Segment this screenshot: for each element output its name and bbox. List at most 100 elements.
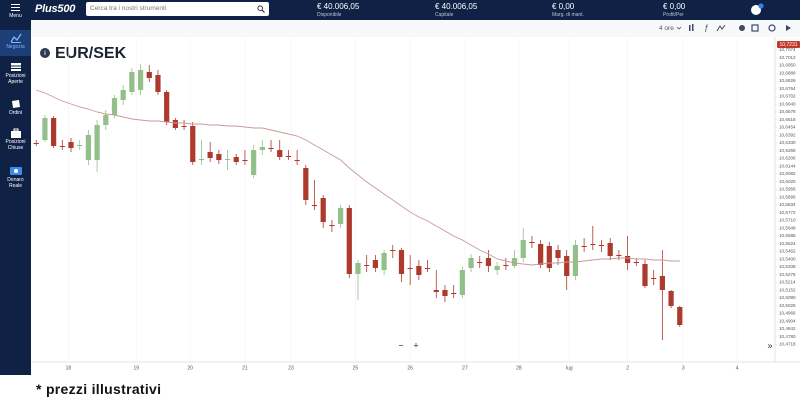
y-tick-label: 10,6888 <box>779 70 796 75</box>
x-tick-label: 2 <box>626 365 629 371</box>
nav-icon <box>9 33 22 43</box>
nav-label: Denaro Reale <box>7 177 24 189</box>
info-icon-glyph: i <box>44 51 46 57</box>
candle-body <box>268 148 274 149</box>
x-tick-label: 23 <box>288 365 294 371</box>
candle-body <box>111 98 118 115</box>
candle-body <box>538 244 544 265</box>
candle-body <box>33 143 39 144</box>
candle-body <box>285 156 292 157</box>
notification-icon[interactable] <box>750 3 764 17</box>
nav-icon <box>11 100 20 108</box>
stat: € 0,00 Profit/Per <box>663 2 685 18</box>
candle-body <box>155 75 161 92</box>
chart-title: EUR/SEK <box>55 45 127 62</box>
scroll-button[interactable]: » <box>767 340 772 350</box>
y-tick-label: 10,6764 <box>779 86 796 91</box>
moving-average-line <box>36 89 680 266</box>
tool-icon[interactable] <box>739 25 745 31</box>
y-tick-label: 10,5648 <box>779 225 796 230</box>
nav-item[interactable]: Denaro Reale <box>0 166 31 189</box>
y-tick-label: 10,6020 <box>779 179 796 184</box>
y-tick-label: 10,4780 <box>779 334 796 339</box>
search-placeholder: Cerca tra i nostri strumenti <box>90 5 167 12</box>
zoom-out-button[interactable]: − <box>398 340 403 350</box>
nav-icon <box>10 128 21 138</box>
stat-value: € 40.006,05 <box>317 2 360 11</box>
candle-body <box>633 262 639 263</box>
y-tick-label: 10,6144 <box>779 163 796 168</box>
candle-body <box>407 268 413 269</box>
candle-body <box>468 258 474 268</box>
candle-body <box>311 205 318 206</box>
candle-body <box>233 157 239 162</box>
stat-value: € 0,00 <box>552 2 575 11</box>
nav-item[interactable]: Posizioni Chiuse <box>0 128 31 151</box>
x-tick-label: 20 <box>187 365 193 371</box>
candle-body <box>503 265 509 266</box>
candle-body <box>164 92 170 122</box>
candle-body <box>320 198 326 222</box>
search-box[interactable]: Cerca tra i nostri strumenti <box>86 2 269 16</box>
candle-body <box>303 168 309 200</box>
candle-body <box>572 245 579 276</box>
candle-body <box>390 250 396 251</box>
nav-label: Posizioni Chiuse <box>5 139 26 151</box>
y-tick-label: 10,6640 <box>779 101 796 106</box>
logo[interactable]: Plus500 <box>35 3 76 15</box>
candle-body <box>416 266 422 275</box>
nav-item[interactable]: Ordini <box>0 99 31 116</box>
nav-item[interactable]: Posizioni Aperte <box>0 62 31 85</box>
candle-body <box>146 72 152 78</box>
candle-body <box>224 159 231 160</box>
candle-body <box>364 265 370 266</box>
y-tick-label: 10,6206 <box>779 156 796 161</box>
sidebar: Negozia Posizioni Aperte Ordini Posizion… <box>0 20 31 375</box>
candle-body <box>42 118 48 140</box>
tool-icon[interactable] <box>692 24 694 31</box>
info-icon[interactable] <box>40 48 50 58</box>
y-tick-label: 10,4966 <box>779 311 796 316</box>
zoom-in-button[interactable]: + <box>413 340 418 350</box>
y-tick-label: 10,6330 <box>779 140 796 145</box>
candle-body <box>277 150 283 157</box>
candle-body <box>642 264 648 286</box>
candle-body <box>529 242 535 243</box>
chart-background <box>31 20 800 375</box>
tool-icon[interactable] <box>768 24 776 32</box>
candle-body <box>677 307 683 325</box>
candle-body <box>511 258 518 266</box>
tool-icon[interactable] <box>751 24 759 32</box>
candle-body <box>137 70 144 90</box>
candle-body <box>477 262 483 263</box>
candle-body <box>103 115 109 125</box>
y-tick-label: 10,6702 <box>779 94 796 99</box>
chart-toolbar <box>31 20 800 37</box>
candle-body <box>129 72 135 92</box>
candle-body <box>94 125 100 160</box>
tool-icon[interactable] <box>689 25 691 31</box>
candle-body <box>564 256 570 276</box>
tool-icon[interactable] <box>716 24 726 32</box>
nav-label: Posizioni Aperte <box>5 73 26 85</box>
nav-icon <box>9 167 22 175</box>
candle-body <box>590 244 596 245</box>
tool-icon[interactable]: ƒ <box>704 24 709 33</box>
candle-body <box>181 126 187 127</box>
candle-body <box>372 260 378 268</box>
plot <box>33 64 683 340</box>
y-tick-label: 10,5896 <box>779 194 796 199</box>
footnote: * prezzi illustrativi <box>36 381 162 397</box>
y-tick-label: 10,6454 <box>779 125 796 130</box>
candle-body <box>207 152 213 158</box>
candle-body <box>172 120 178 128</box>
tool-icon[interactable] <box>786 25 791 31</box>
y-tick-label: 10,4904 <box>779 318 796 323</box>
interval-selector[interactable]: 4 ore <box>659 25 674 32</box>
candle-body <box>120 90 126 100</box>
menu-button[interactable]: Menu <box>0 0 31 20</box>
nav-item[interactable]: Negozia <box>0 30 31 56</box>
x-tick-label: 25 <box>353 365 359 371</box>
